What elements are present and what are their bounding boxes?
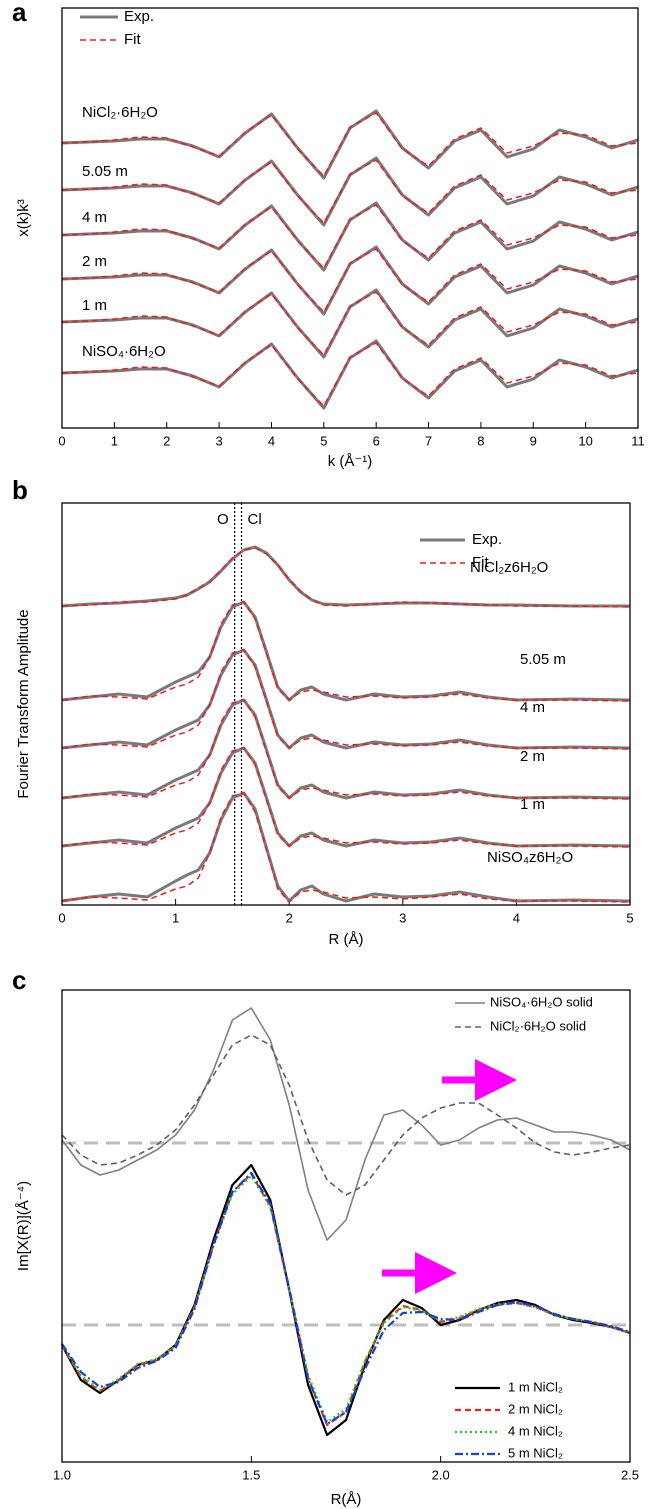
exp-curve [61,201,639,272]
legend-label: Exp. [472,531,502,548]
fit-curve [61,792,631,903]
sample-label: NiCl₂·6H₂O [82,104,158,121]
x-tick-label: 11 [631,433,645,448]
exp-curve [61,545,630,608]
sample-label: 1 m [520,796,545,813]
series-line [61,1171,631,1426]
fit-curve [61,601,631,702]
reference-label: Cl [247,511,261,528]
legend-label: Fit [124,31,141,48]
reference-label: O [217,511,229,528]
sample-label: 1 m [82,297,107,314]
x-tick-label: 3 [215,433,222,448]
x-axis-label: k (Å⁻¹) [328,453,373,470]
x-tick-label: 2.0 [432,1467,450,1482]
panel-label: a [12,0,27,27]
x-tick-label: 4 [513,910,520,925]
legend-label: Fit [472,554,489,571]
x-tick-label: 2 [286,910,293,925]
legend-label: 5 m NiCl₂ [508,1445,563,1460]
x-tick-label: 0 [58,910,65,925]
x-tick-label: 0 [58,433,65,448]
arrows [382,1059,517,1294]
sample-label: 4 m [520,699,545,716]
sample-label: 5.05 m [82,163,128,180]
x-tick-label: 2.5 [621,1467,639,1482]
fit-curve [61,159,639,224]
exp-curve [61,109,639,180]
panel: c R(Å) Im[X(R)](Å⁻⁴) 1.0 1.5 2.0 2.5 NiSO₄·6H₂O… [12,965,639,1508]
x-tick-label: 2 [163,433,170,448]
fit-curve [61,112,639,177]
x-axis-label: R(Å) [331,1491,362,1508]
y-axis-label: Fourier Transform Amplitude [15,609,32,798]
fit-curve [61,547,631,608]
x-tick-label: 5 [320,433,327,448]
sample-label: 4 m [82,209,107,226]
x-tick-label: 9 [530,433,537,448]
fit-curve [61,699,631,800]
y-axis-label: x(k)k³ [15,199,32,237]
legend-label: 2 m NiCl₂ [508,1401,563,1416]
legend-label: NiCl₂·6H₂O solid [490,1018,586,1033]
plot-frame [61,989,631,1463]
panel: b R (Å) Fourier Transform Amplitude 0 1 2 3 4 5 O… [12,475,634,948]
exp-curve [61,791,631,903]
x-tick-label: 1.5 [242,1467,260,1482]
x-tick-label: 5 [626,910,633,925]
legend-label: 1 m NiCl₂ [508,1379,563,1394]
x-tick-label: 7 [425,433,432,448]
fit-curve [61,291,639,356]
panel-label: b [12,475,28,505]
plot-frame [61,502,631,906]
x-tick-label: 8 [477,433,484,448]
y-axis-label: Im[X(R)](Å⁻⁴) [15,1181,32,1271]
fit-curve [61,248,639,313]
x-axis-label: R (Å) [329,931,364,948]
panel: a k (Å⁻¹) x(k)k³ 0 1 2 3 4 5 6 7 8 9 10 11 NiCl₂·6H₂O 5.… [12,0,645,470]
fit-curve [61,204,639,269]
sample-label: 2 m [82,253,107,270]
sample-label: NiSO₄·6H₂O [82,343,166,360]
sample-label: 5.05 m [520,651,566,668]
legend-label: NiSO₄·6H₂O solid [490,994,593,1009]
x-tick-label: 10 [578,433,592,448]
exp-curve [61,245,639,316]
sample-label: NiCl₂z6H₂O [470,559,548,576]
series-line [61,1007,631,1241]
legend-label: Exp. [124,8,154,25]
fit-curve [61,747,631,848]
x-tick-label: 1.0 [53,1467,71,1482]
sample-label: NiSO₄z6H₂O [487,849,573,866]
x-tick-label: 6 [373,433,380,448]
x-tick-label: 3 [399,910,406,925]
series-line [61,1034,631,1196]
sample-label: 2 m [520,748,545,765]
plot-frame [61,7,639,429]
panel-label: c [12,965,26,995]
x-tick-label: 1 [172,910,179,925]
x-tick-label: 4 [268,433,275,448]
series-line [61,1174,631,1424]
exp-curve [61,156,639,227]
legend-label: 4 m NiCl₂ [508,1423,563,1438]
series-line [61,1163,631,1437]
x-tick-label: 1 [111,433,118,448]
fit-curve [61,342,639,407]
fit-curve [61,649,631,750]
